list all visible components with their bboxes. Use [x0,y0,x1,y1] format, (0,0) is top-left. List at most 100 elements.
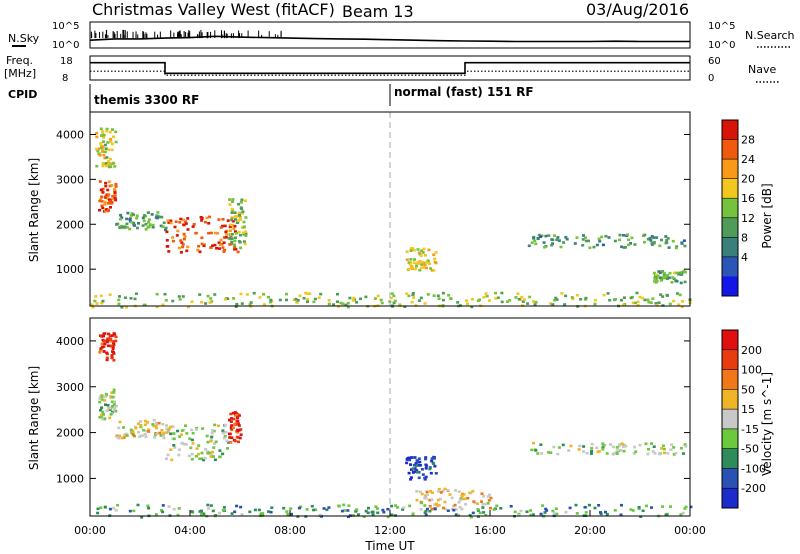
velocity-cbar-swatch [722,428,738,450]
power-ytick-label: 2000 [56,218,84,231]
nsearch-tick-top: 10^5 [708,21,735,32]
power-feature [165,215,240,254]
velocity-feature [115,419,168,440]
date-label: 03/Aug/2016 [586,0,689,19]
nsearch-label: N.Search [745,29,795,42]
velocity-feature [405,455,438,481]
power-panel: 1000 2000 3000 4000 Slant Range [km] 28 24 20… [27,111,774,309]
velocity-feature [227,411,243,444]
velocity-cbar-swatch [722,349,738,371]
nsearch-tick-bottom: 10^0 [708,40,735,51]
nsky-panel: N.Sky 10^5 10^0 10^5 10^0 N.Search [8,21,795,51]
freq-tick-top: 18 [60,56,73,67]
power-ytick-label: 4000 [56,128,84,141]
power-ytick-label: 3000 [56,173,84,186]
velocity-cbar-swatch [722,389,738,410]
velocity-cbar-tick: -200 [741,482,766,495]
velocity-cbar-tick: 15 [741,403,755,416]
power-feature [527,233,687,250]
cpid-segment-2: normal (fast) 151 RF [394,85,534,99]
figure-title: Christmas Valley West (fitACF) [92,0,335,19]
velocity-y-axis: 1000 2000 3000 4000 [56,335,690,485]
velocity-feature [530,441,688,456]
velocity-cbar-swatch [722,448,738,469]
velocity-heatmap [96,332,693,519]
power-cbar-swatch [722,217,738,238]
power-cbar-tick: 28 [741,134,755,147]
nave-line [90,70,690,76]
power-cbar-swatch [722,139,738,160]
velocity-feature [98,332,118,362]
velocity-cbar-tick: 50 [741,383,755,396]
velocity-xlabel: Time UT [364,539,415,553]
power-cbar-swatch [722,120,738,141]
cpid-panel: CPID themis 3300 RF normal (fast) 151 RF [8,84,534,112]
velocity-panel: 1000 2000 3000 4000 00:00 04:00 08:00 12:00 16:… [27,317,774,553]
power-ylabel: Slant Range [km] [27,158,41,262]
nsky-tick-bottom: 10^0 [52,40,79,51]
velocity-cbar-swatch [722,369,738,390]
power-cbar-tick: 20 [741,173,755,186]
power-y-axis: 1000 2000 3000 4000 [56,128,690,276]
frequency-panel: Freq. [MHz] 18 8 60 0 Nave [4,54,780,84]
xtick-label: 16:00 [474,524,506,537]
velocity-ylabel: Slant Range [km] [27,366,41,470]
nave-tick-top: 60 [708,56,721,67]
power-feature [405,247,438,272]
power-ytick-label: 1000 [56,263,84,276]
xtick-label: 00:00 [674,524,706,537]
nsky-label: N.Sky [8,32,40,45]
power-cbar-tick: 8 [741,231,748,244]
nave-label: Nave [748,63,776,76]
velocity-cbar-tick: 200 [741,344,762,357]
velocity-x-axis: 00:00 04:00 08:00 12:00 16:00 20:00 00:00 [74,510,706,537]
power-cbar-tick: 12 [741,212,755,225]
cpid-segment-1: themis 3300 RF [94,93,199,107]
power-cbar-swatch [722,276,738,297]
power-cbar-tick: 24 [741,153,755,166]
power-cbar-tick: 16 [741,192,755,205]
velocity-cbar-swatch [722,488,738,509]
power-feature [115,211,168,232]
xtick-label: 20:00 [574,524,606,537]
power-feature [95,127,118,169]
xtick-label: 08:00 [274,524,306,537]
power-cbar-label: Power [dB] [760,183,774,248]
power-feature [652,269,687,285]
velocity-cbar-label: Velocity [m s^-1] [760,372,774,476]
beam-label: Beam 13 [342,2,414,21]
freq-unit: [MHz] [4,67,36,80]
velocity-cbar-swatch [722,468,738,489]
xtick-label: 04:00 [174,524,206,537]
velocity-cbar-tick: -15 [741,423,759,436]
power-cbar-swatch [722,178,738,199]
power-heatmap [90,127,692,309]
power-feature [227,198,248,250]
nsky-tick-top: 10^5 [52,21,79,32]
freq-label: Freq. [6,54,33,67]
frequency-line [90,61,690,75]
power-cbar-swatch [722,159,738,180]
velocity-feature [165,423,231,462]
power-colorbar: 28 24 20 16 12 8 4 [721,119,755,297]
freq-tick-bottom: 8 [62,73,68,84]
power-cbar-swatch [722,256,738,277]
power-cbar-tick: 4 [741,251,748,264]
power-feature [98,180,118,213]
velocity-cbar-swatch [722,330,738,351]
power-cbar-swatch [722,237,738,258]
velocity-cbar-swatch [722,409,738,430]
velocity-colorbar: 200 100 50 15 -15 -50 -100 -200 [721,329,766,509]
velocity-ytick-label: 4000 [56,335,84,348]
velocity-cbar-tick: -100 [741,462,766,475]
velocity-feature [415,487,493,511]
velocity-ytick-label: 3000 [56,381,84,394]
nave-tick-bottom: 0 [708,73,714,84]
velocity-feature [98,388,118,421]
power-cbar-swatch [722,198,738,219]
xtick-label: 00:00 [74,524,106,537]
xtick-label: 12:00 [374,524,406,537]
velocity-cbar-tick: -50 [741,443,759,456]
velocity-ytick-label: 2000 [56,427,84,440]
